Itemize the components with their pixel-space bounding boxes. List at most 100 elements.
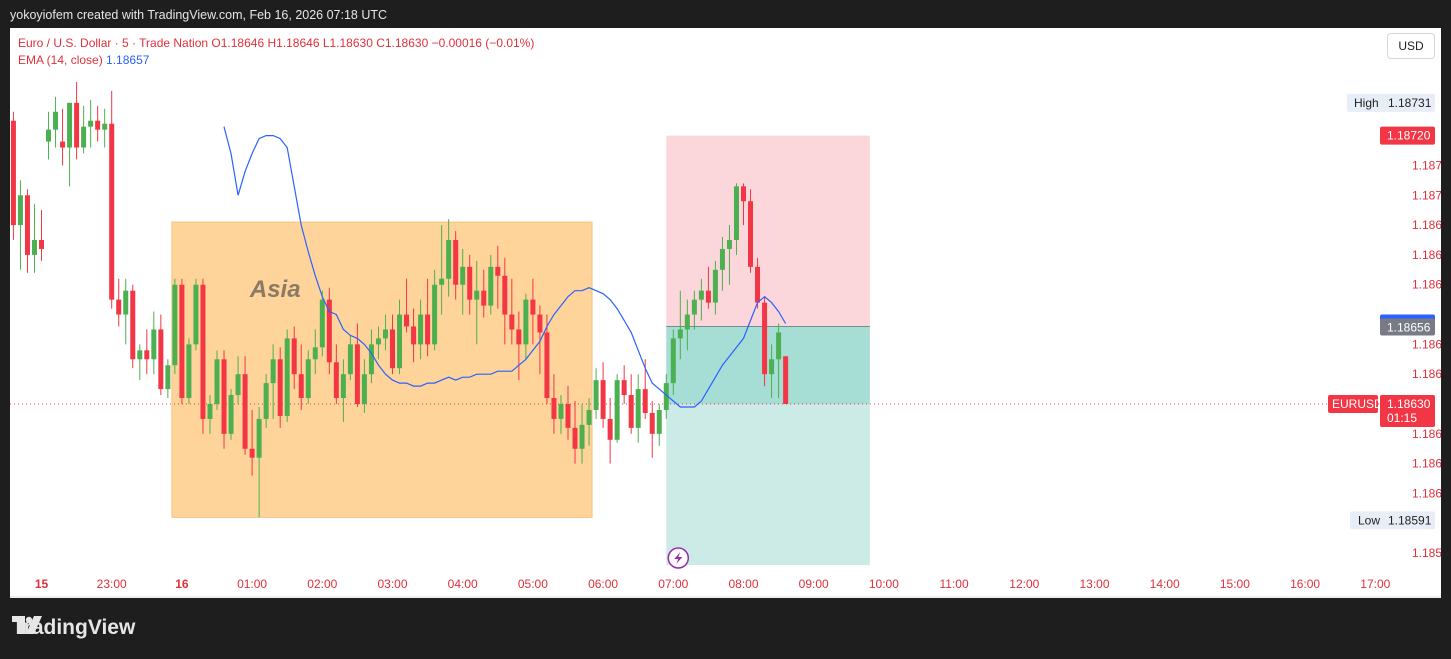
candle-down xyxy=(222,359,227,434)
asia-session-label: Asia xyxy=(249,276,301,303)
candle-down xyxy=(25,195,30,255)
candle-up xyxy=(418,315,423,345)
candle-down xyxy=(95,121,100,130)
candle-down xyxy=(509,315,514,330)
time-tick-label: 13:00 xyxy=(1079,577,1109,591)
time-tick-label: 06:00 xyxy=(588,577,618,591)
ema-legend-line: EMA (14, close) 1.18657 xyxy=(18,52,534,69)
candle-up xyxy=(151,329,156,359)
candle-up xyxy=(558,404,563,419)
candle-up xyxy=(46,130,51,142)
candle-up xyxy=(207,404,212,419)
candle-up xyxy=(446,240,451,279)
candle-up xyxy=(594,380,599,410)
candle-up xyxy=(685,315,690,330)
candle-up xyxy=(460,267,465,285)
candle-up xyxy=(678,329,683,338)
candle-up xyxy=(306,359,311,398)
candle-down xyxy=(355,344,360,404)
candle-up xyxy=(123,291,128,315)
candle-up xyxy=(229,395,234,434)
candle-up xyxy=(236,374,241,395)
candle-up xyxy=(193,285,198,345)
time-tick-label: 08:00 xyxy=(728,577,758,591)
candle-up xyxy=(102,124,107,130)
candle-up xyxy=(67,103,72,148)
time-tick-label: 09:00 xyxy=(799,577,829,591)
candle-down xyxy=(404,315,409,327)
candle-down xyxy=(755,267,760,303)
candle-down xyxy=(608,419,613,440)
candle-down xyxy=(573,428,578,449)
take-profit-zone xyxy=(666,404,870,565)
candle-up xyxy=(587,410,592,425)
candle-down xyxy=(516,329,521,344)
symbol-tag-label: EURUSD xyxy=(1332,397,1383,411)
candle-down xyxy=(495,267,500,276)
time-tick-label: 16:00 xyxy=(1290,577,1320,591)
price-tick-label: 1.18600 xyxy=(1412,486,1441,500)
candle-up xyxy=(186,344,191,398)
ema-label: EMA (14, close) xyxy=(18,53,103,67)
candle-up xyxy=(348,344,353,374)
candle-down xyxy=(650,413,655,434)
candle-up xyxy=(53,112,58,130)
candle-down xyxy=(299,374,304,398)
price-tick-label: 1.18610 xyxy=(1412,457,1441,471)
candle-down xyxy=(537,315,542,333)
attribution-text: yokoyiofem created with TradingView.com,… xyxy=(10,8,387,22)
candle-up xyxy=(32,240,37,255)
low-tag-value: 1.18591 xyxy=(1388,513,1432,527)
candle-down xyxy=(179,285,184,398)
candle-up xyxy=(657,410,662,434)
currency-button[interactable]: USD xyxy=(1387,33,1435,59)
candle-down xyxy=(411,326,416,344)
candle-up xyxy=(671,338,676,383)
time-tick-label: 03:00 xyxy=(377,577,407,591)
time-tick-label: 12:00 xyxy=(1009,577,1039,591)
chart-legend: Euro / U.S. Dollar · 5 · Trade Nation O1… xyxy=(18,35,534,69)
candle-up xyxy=(727,240,732,249)
candle-up xyxy=(172,285,177,366)
stop-loss-zone xyxy=(666,136,870,327)
candle-down xyxy=(622,380,627,395)
candle-down xyxy=(601,380,606,419)
time-tick-label: 07:00 xyxy=(658,577,688,591)
chart-panel[interactable]: Asia 1.18710 1.18700 1.18690 1.18680 1.18670 1… xyxy=(10,28,1441,598)
candle-down xyxy=(748,201,753,267)
symbol-ohlc-line: Euro / U.S. Dollar · 5 · Trade Nation O1… xyxy=(18,35,534,52)
ema-value: 1.18657 xyxy=(106,53,149,67)
time-tick-label: 16 xyxy=(175,577,189,591)
high-tag-value: 1.18731 xyxy=(1388,96,1432,110)
candle-down xyxy=(453,240,458,285)
candle-down xyxy=(250,449,255,458)
candle-up xyxy=(215,359,220,404)
candle-up xyxy=(776,332,781,359)
candle-down xyxy=(741,186,746,201)
candle-down xyxy=(74,103,79,148)
candle-up xyxy=(692,300,697,315)
candle-down xyxy=(566,404,571,428)
candle-down xyxy=(390,329,395,368)
candle-down xyxy=(467,267,472,300)
candle-down xyxy=(783,356,788,404)
candle-down xyxy=(481,291,486,306)
candle-up xyxy=(137,350,142,359)
candle-down xyxy=(60,142,65,148)
candle-down xyxy=(158,329,163,389)
entry-tag-value: 1.18656 xyxy=(1387,320,1431,334)
price-tick-label: 1.18640 xyxy=(1412,367,1441,381)
candle-up xyxy=(474,291,479,300)
candle-up xyxy=(383,329,388,338)
candlestick-chart[interactable]: Asia 1.18710 1.18700 1.18690 1.18680 1.18670 1… xyxy=(10,28,1441,598)
candle-down xyxy=(544,332,549,398)
price-tick-label: 1.18700 xyxy=(1412,188,1441,202)
candle-up xyxy=(165,365,170,389)
candle-down xyxy=(629,395,634,428)
candle-down xyxy=(292,338,297,374)
candle-down xyxy=(200,285,205,419)
price-tick-label: 1.18650 xyxy=(1412,337,1441,351)
price-tick-label: 1.18580 xyxy=(1412,546,1441,560)
candle-up xyxy=(699,291,704,300)
candle-down xyxy=(502,276,507,315)
